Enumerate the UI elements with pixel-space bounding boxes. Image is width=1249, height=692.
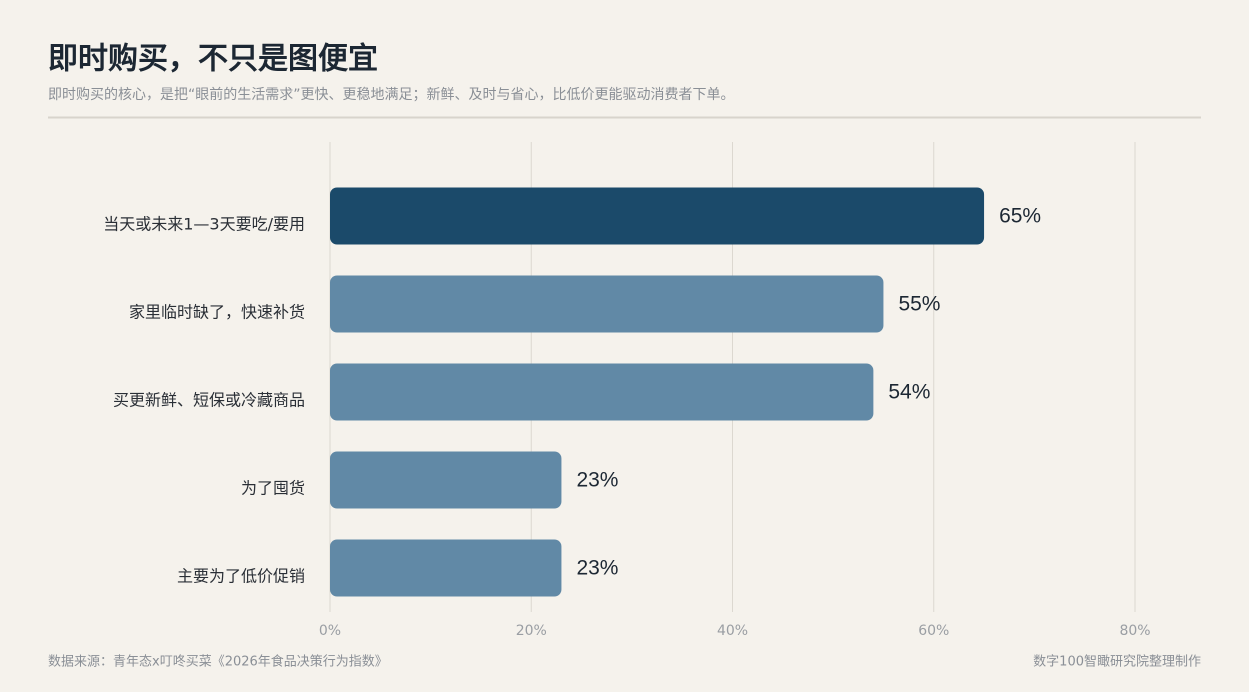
- bar: [330, 539, 562, 597]
- chart-subtitle: 即时购买的核心，是把“眼前的生活需求”更快、更稳地满足；新鲜、及时与省心，比低价…: [48, 86, 735, 103]
- x-tick-label: 0%: [319, 623, 341, 639]
- x-tick-label: 20%: [516, 623, 547, 639]
- credit: 数字100智瞰研究院整理制作: [1033, 655, 1201, 670]
- y-tick-label: 家里临时缺了，快速补货: [129, 303, 305, 322]
- bar: [330, 451, 562, 509]
- value-label: 54%: [888, 381, 930, 404]
- value-label: 55%: [898, 293, 940, 316]
- source: 数据来源：青年态x叮咚买菜《2026年食品决策行为指数》: [48, 654, 388, 670]
- x-tick-label: 60%: [918, 623, 949, 639]
- bar: [330, 275, 884, 333]
- x-tick-label: 80%: [1119, 623, 1150, 639]
- bar: [330, 363, 874, 421]
- value-label: 65%: [999, 205, 1041, 228]
- x-tick-label: 40%: [717, 623, 748, 639]
- chart-title: 即时购买，不只是图便宜: [48, 42, 378, 77]
- value-label: 23%: [576, 469, 618, 492]
- y-tick-label: 为了囤货: [241, 479, 305, 498]
- bar: [330, 187, 985, 245]
- y-tick-label: 当天或未来1—3天要吃/要用: [103, 215, 305, 234]
- y-tick-label: 主要为了低价促销: [177, 567, 305, 586]
- y-tick-label: 买更新鲜、短保或冷藏商品: [113, 391, 305, 410]
- value-label: 23%: [576, 557, 618, 580]
